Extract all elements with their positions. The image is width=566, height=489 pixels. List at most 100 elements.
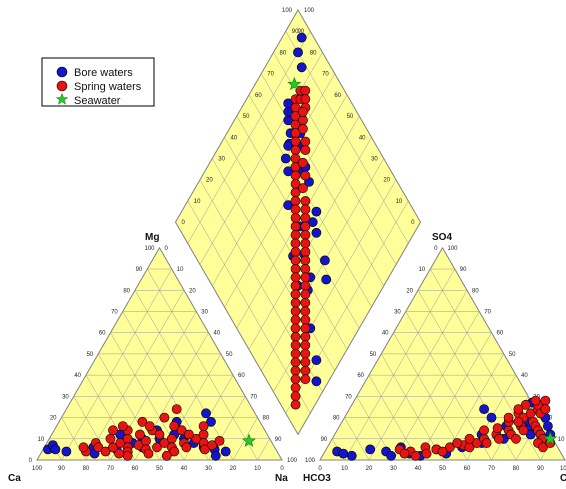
tick-label-so4-axis: 90 bbox=[460, 267, 467, 273]
tick-label-na-axis: 90 bbox=[275, 437, 282, 443]
diamond-gridline bbox=[273, 52, 397, 265]
legend-label-spring: Spring waters bbox=[74, 81, 142, 93]
tick-label-ca-axis: 50 bbox=[156, 466, 163, 472]
tick-label-cl-axis: 100 bbox=[560, 466, 566, 472]
tick-label-cl-axis: 70 bbox=[488, 466, 495, 472]
tick-label-diamond-left: 100 bbox=[282, 8, 293, 14]
data-point-bore-waters bbox=[311, 227, 322, 238]
tick-label-diamond-right: 40 bbox=[231, 135, 238, 141]
data-point-bore-waters bbox=[210, 450, 221, 461]
data-point-spring-waters bbox=[198, 421, 209, 431]
data-point-spring-waters bbox=[122, 450, 133, 461]
tick-label-na-axis: 40 bbox=[214, 331, 221, 337]
data-point-spring-waters bbox=[479, 425, 489, 436]
tick-label-diamond-left: 60 bbox=[334, 93, 341, 99]
tick-label-so4-axis: 70 bbox=[484, 309, 491, 315]
data-point-spring-waters bbox=[520, 399, 531, 410]
data-point-spring-waters bbox=[297, 115, 308, 126]
data-point-spring-waters bbox=[300, 306, 311, 317]
tick-label-hco3-axis: 50 bbox=[370, 352, 377, 358]
tick-label-diamond-left: 80 bbox=[310, 50, 317, 56]
data-point-spring-waters bbox=[503, 412, 514, 423]
data-point-spring-waters bbox=[290, 323, 301, 334]
data-point-spring-waters bbox=[152, 442, 162, 453]
tick-label-so4-axis: 80 bbox=[472, 288, 479, 294]
data-point-spring-waters bbox=[300, 357, 311, 368]
data-point-spring-waters bbox=[290, 221, 301, 232]
tick-label-diamond-right: 100 bbox=[304, 8, 315, 14]
data-point-spring-waters bbox=[300, 212, 311, 223]
tick-label-diamond-right: 10 bbox=[194, 199, 201, 205]
data-point-bore-waters bbox=[307, 217, 318, 228]
tick-label-diamond-left: 0 bbox=[411, 220, 415, 226]
data-point-spring-waters bbox=[290, 263, 301, 274]
axis-label-na: Na bbox=[275, 473, 288, 484]
data-point-spring-waters bbox=[437, 446, 448, 457]
data-point-spring-waters bbox=[297, 106, 308, 117]
data-point-spring-waters bbox=[214, 435, 225, 446]
data-point-bore-waters bbox=[486, 412, 497, 423]
data-point-spring-waters bbox=[290, 229, 301, 240]
axis-label-mg: Mg bbox=[145, 232, 159, 243]
data-point-spring-waters bbox=[399, 448, 410, 459]
anion-gridline bbox=[344, 417, 370, 461]
data-point-spring-waters bbox=[290, 272, 301, 283]
data-point-spring-waters bbox=[290, 196, 301, 206]
data-point-spring-waters bbox=[114, 448, 124, 459]
tick-label-ca-axis: 80 bbox=[83, 466, 90, 472]
data-point-spring-waters bbox=[300, 221, 311, 232]
tick-label-ca-axis: 20 bbox=[230, 466, 237, 472]
tick-label-cl-axis: 80 bbox=[513, 466, 520, 472]
data-point-spring-waters bbox=[300, 94, 311, 104]
tick-label-mg-axis: 60 bbox=[99, 331, 106, 337]
tick-label-hco3-axis: 0 bbox=[434, 246, 438, 252]
anion-gridline bbox=[344, 268, 455, 461]
data-point-bore-waters bbox=[220, 446, 231, 457]
legend-label-bore: Bore waters bbox=[74, 67, 133, 79]
tick-label-mg-axis: 70 bbox=[111, 309, 118, 315]
data-point-spring-waters bbox=[300, 204, 311, 215]
data-point-spring-waters bbox=[159, 412, 170, 423]
data-point-bore-waters bbox=[206, 416, 216, 427]
data-point-spring-waters bbox=[161, 450, 172, 461]
tick-label-ca-axis: 70 bbox=[107, 466, 114, 472]
tick-label-cl-axis: 40 bbox=[415, 466, 422, 472]
tick-label-ca-axis: 40 bbox=[181, 466, 188, 472]
axis-label-hco3: HCO3 bbox=[303, 473, 331, 484]
data-point-spring-waters bbox=[511, 433, 521, 444]
data-point-spring-waters bbox=[290, 399, 301, 410]
data-point-spring-waters bbox=[100, 446, 111, 457]
tick-label-hco3-axis: 100 bbox=[305, 458, 316, 464]
data-point-spring-waters bbox=[290, 391, 301, 402]
tick-label-cl-axis: 10 bbox=[341, 466, 348, 472]
tick-label-diamond-left: 40 bbox=[359, 135, 366, 141]
data-point-spring-waters bbox=[117, 421, 128, 431]
data-point-spring-waters bbox=[300, 365, 311, 376]
data-point-spring-waters bbox=[540, 404, 551, 414]
tick-label-hco3-axis: 80 bbox=[333, 416, 340, 422]
cation-gridline bbox=[147, 268, 258, 461]
data-point-spring-waters bbox=[290, 306, 301, 317]
data-point-spring-waters bbox=[421, 448, 432, 459]
data-point-spring-waters bbox=[525, 408, 536, 419]
tick-label-cl-axis: 30 bbox=[390, 466, 397, 472]
data-point-spring-waters bbox=[171, 404, 182, 414]
tick-label-diamond-left: 20 bbox=[383, 178, 390, 184]
data-point-spring-waters bbox=[290, 238, 301, 249]
tick-label-hco3-axis: 40 bbox=[382, 331, 389, 337]
tick-label-so4-axis: 10 bbox=[558, 437, 565, 443]
tick-label-diamond-left: 30 bbox=[371, 157, 378, 163]
data-point-spring-waters bbox=[513, 404, 524, 414]
tick-label-so4-axis: 60 bbox=[497, 331, 504, 337]
tick-label-na-axis: 0 bbox=[165, 246, 169, 252]
data-point-spring-waters bbox=[492, 423, 503, 434]
data-point-spring-waters bbox=[300, 238, 311, 249]
tick-label-hco3-axis: 70 bbox=[345, 394, 352, 400]
tick-label-diamond-right: 90 bbox=[292, 29, 299, 35]
data-point-spring-waters bbox=[290, 145, 301, 155]
tick-label-hco3-axis: 90 bbox=[321, 437, 328, 443]
data-point-spring-waters bbox=[198, 429, 209, 440]
data-point-spring-waters bbox=[300, 297, 311, 308]
data-point-spring-waters bbox=[290, 204, 301, 215]
data-point-spring-waters bbox=[300, 340, 311, 351]
